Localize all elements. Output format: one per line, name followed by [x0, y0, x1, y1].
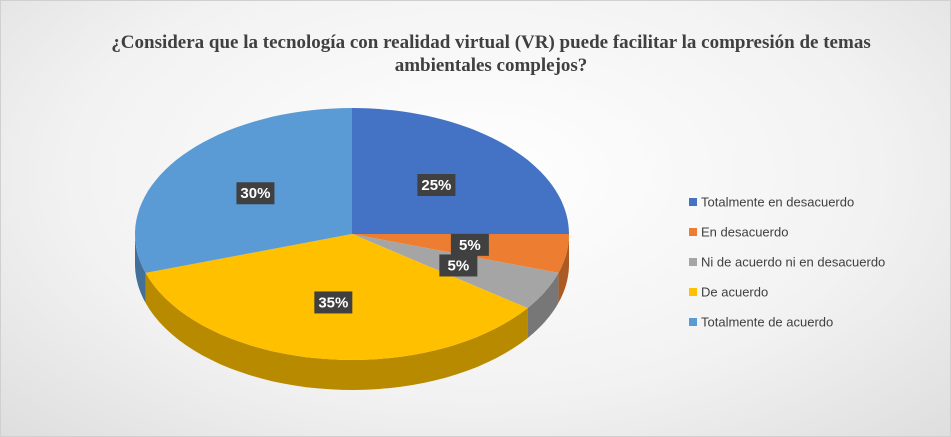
legend-swatch [689, 198, 697, 206]
legend-swatch [689, 228, 697, 236]
slice-side [527, 272, 559, 339]
chart-title: ¿Considera que la tecnología con realida… [111, 32, 871, 76]
data-label-box [439, 254, 478, 277]
data-label-box [236, 182, 275, 205]
legend-label: Totalmente en desacuerdo [701, 194, 854, 209]
legend-swatch [689, 258, 697, 266]
data-label: 5% [450, 233, 489, 256]
data-label-box [417, 173, 456, 196]
data-label: 5% [439, 254, 478, 277]
data-label-text: 5% [447, 257, 469, 274]
data-label-text: 30% [240, 185, 270, 202]
slice-side [558, 234, 569, 303]
slice-side [135, 234, 146, 303]
legend-label: De acuerdo [701, 284, 768, 299]
data-label-text: 25% [421, 177, 451, 194]
data-label: 30% [236, 182, 275, 205]
data-label: 35% [314, 291, 353, 314]
data-label-text: 35% [318, 294, 348, 311]
legend-label: Totalmente de acuerdo [701, 314, 833, 329]
slice-side [145, 272, 528, 390]
legend-label: Ni de acuerdo ni en desacuerdo [701, 254, 885, 269]
data-label-text: 5% [459, 237, 481, 254]
slice [352, 108, 569, 234]
data-label-box [450, 233, 489, 256]
legend-label: En desacuerdo [701, 224, 788, 239]
data-label: 25% [417, 173, 456, 196]
legend-swatch [689, 288, 697, 296]
data-label-box [314, 291, 353, 314]
legend-swatch [689, 318, 697, 326]
